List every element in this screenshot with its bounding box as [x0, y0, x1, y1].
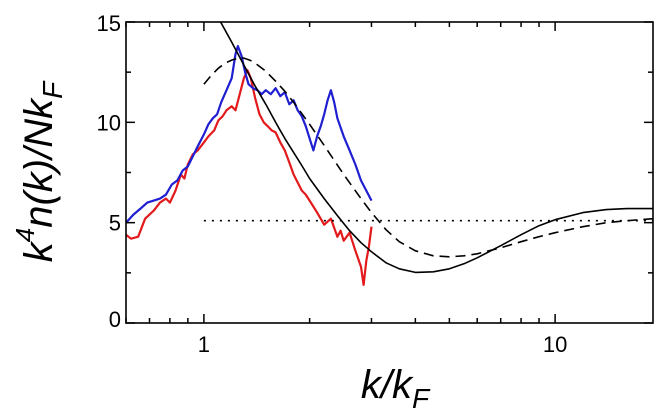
x-tick-label: 10	[543, 332, 567, 357]
series-layer	[126, 22, 653, 286]
x-axis-title: k/kF	[361, 363, 431, 409]
x-title-sub-f: F	[412, 383, 431, 409]
y-tick-label: 0	[109, 307, 121, 332]
series-line-3	[219, 22, 653, 274]
series-line-1	[126, 69, 373, 286]
y-tick-label: 15	[97, 11, 121, 36]
y-axis-title: k4n(k)/NkF	[10, 80, 68, 262]
y-tick-label: 10	[97, 110, 121, 135]
ticks-layer: 0 5 10 15 1 10	[97, 11, 653, 357]
y-title-k: k	[17, 240, 61, 262]
x-tick-label: 1	[198, 332, 210, 357]
y-title-sup-4: 4	[10, 228, 40, 242]
y-axis-title-group: k4n(k)/NkF	[10, 80, 68, 262]
x-title-k: k/k	[361, 363, 414, 407]
plot-frame	[125, 21, 654, 324]
series-line-4	[203, 57, 653, 258]
y-title-body: n(k)/Nk	[17, 97, 61, 228]
y-title-sub-f: F	[37, 80, 68, 99]
y-tick-label: 5	[109, 211, 121, 236]
